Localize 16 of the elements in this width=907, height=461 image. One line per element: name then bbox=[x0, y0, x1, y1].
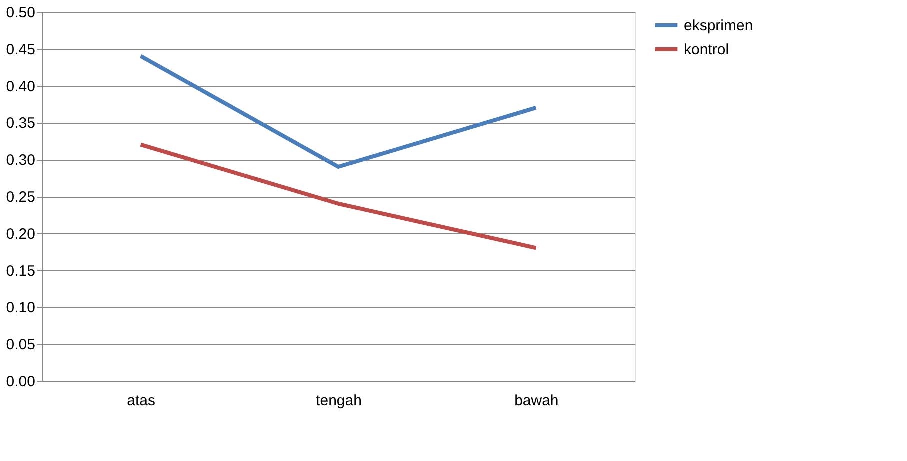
y-tick-label: 0.20 bbox=[6, 226, 36, 243]
y-tick-label: 0.10 bbox=[6, 300, 36, 317]
legend-label: eksprimen bbox=[684, 18, 754, 34]
x-tick-label: bawah bbox=[514, 392, 559, 410]
y-tick-label: 0.35 bbox=[6, 115, 36, 132]
x-tick-label: tengah bbox=[316, 392, 362, 410]
y-tick-label: 0.40 bbox=[6, 78, 36, 96]
y-tick-label: 0.15 bbox=[6, 262, 36, 280]
y-tick-label: 0.30 bbox=[6, 152, 36, 170]
y-tick-label: 0.50 bbox=[6, 4, 36, 22]
legend-label: kontrol bbox=[684, 42, 730, 58]
y-tick-label: 0.05 bbox=[6, 336, 36, 354]
y-tick-label: 0.00 bbox=[6, 374, 36, 390]
x-tick-label: atas bbox=[127, 392, 156, 410]
y-tick-label: 0.45 bbox=[6, 41, 36, 58]
y-tick-label: 0.25 bbox=[6, 189, 36, 206]
